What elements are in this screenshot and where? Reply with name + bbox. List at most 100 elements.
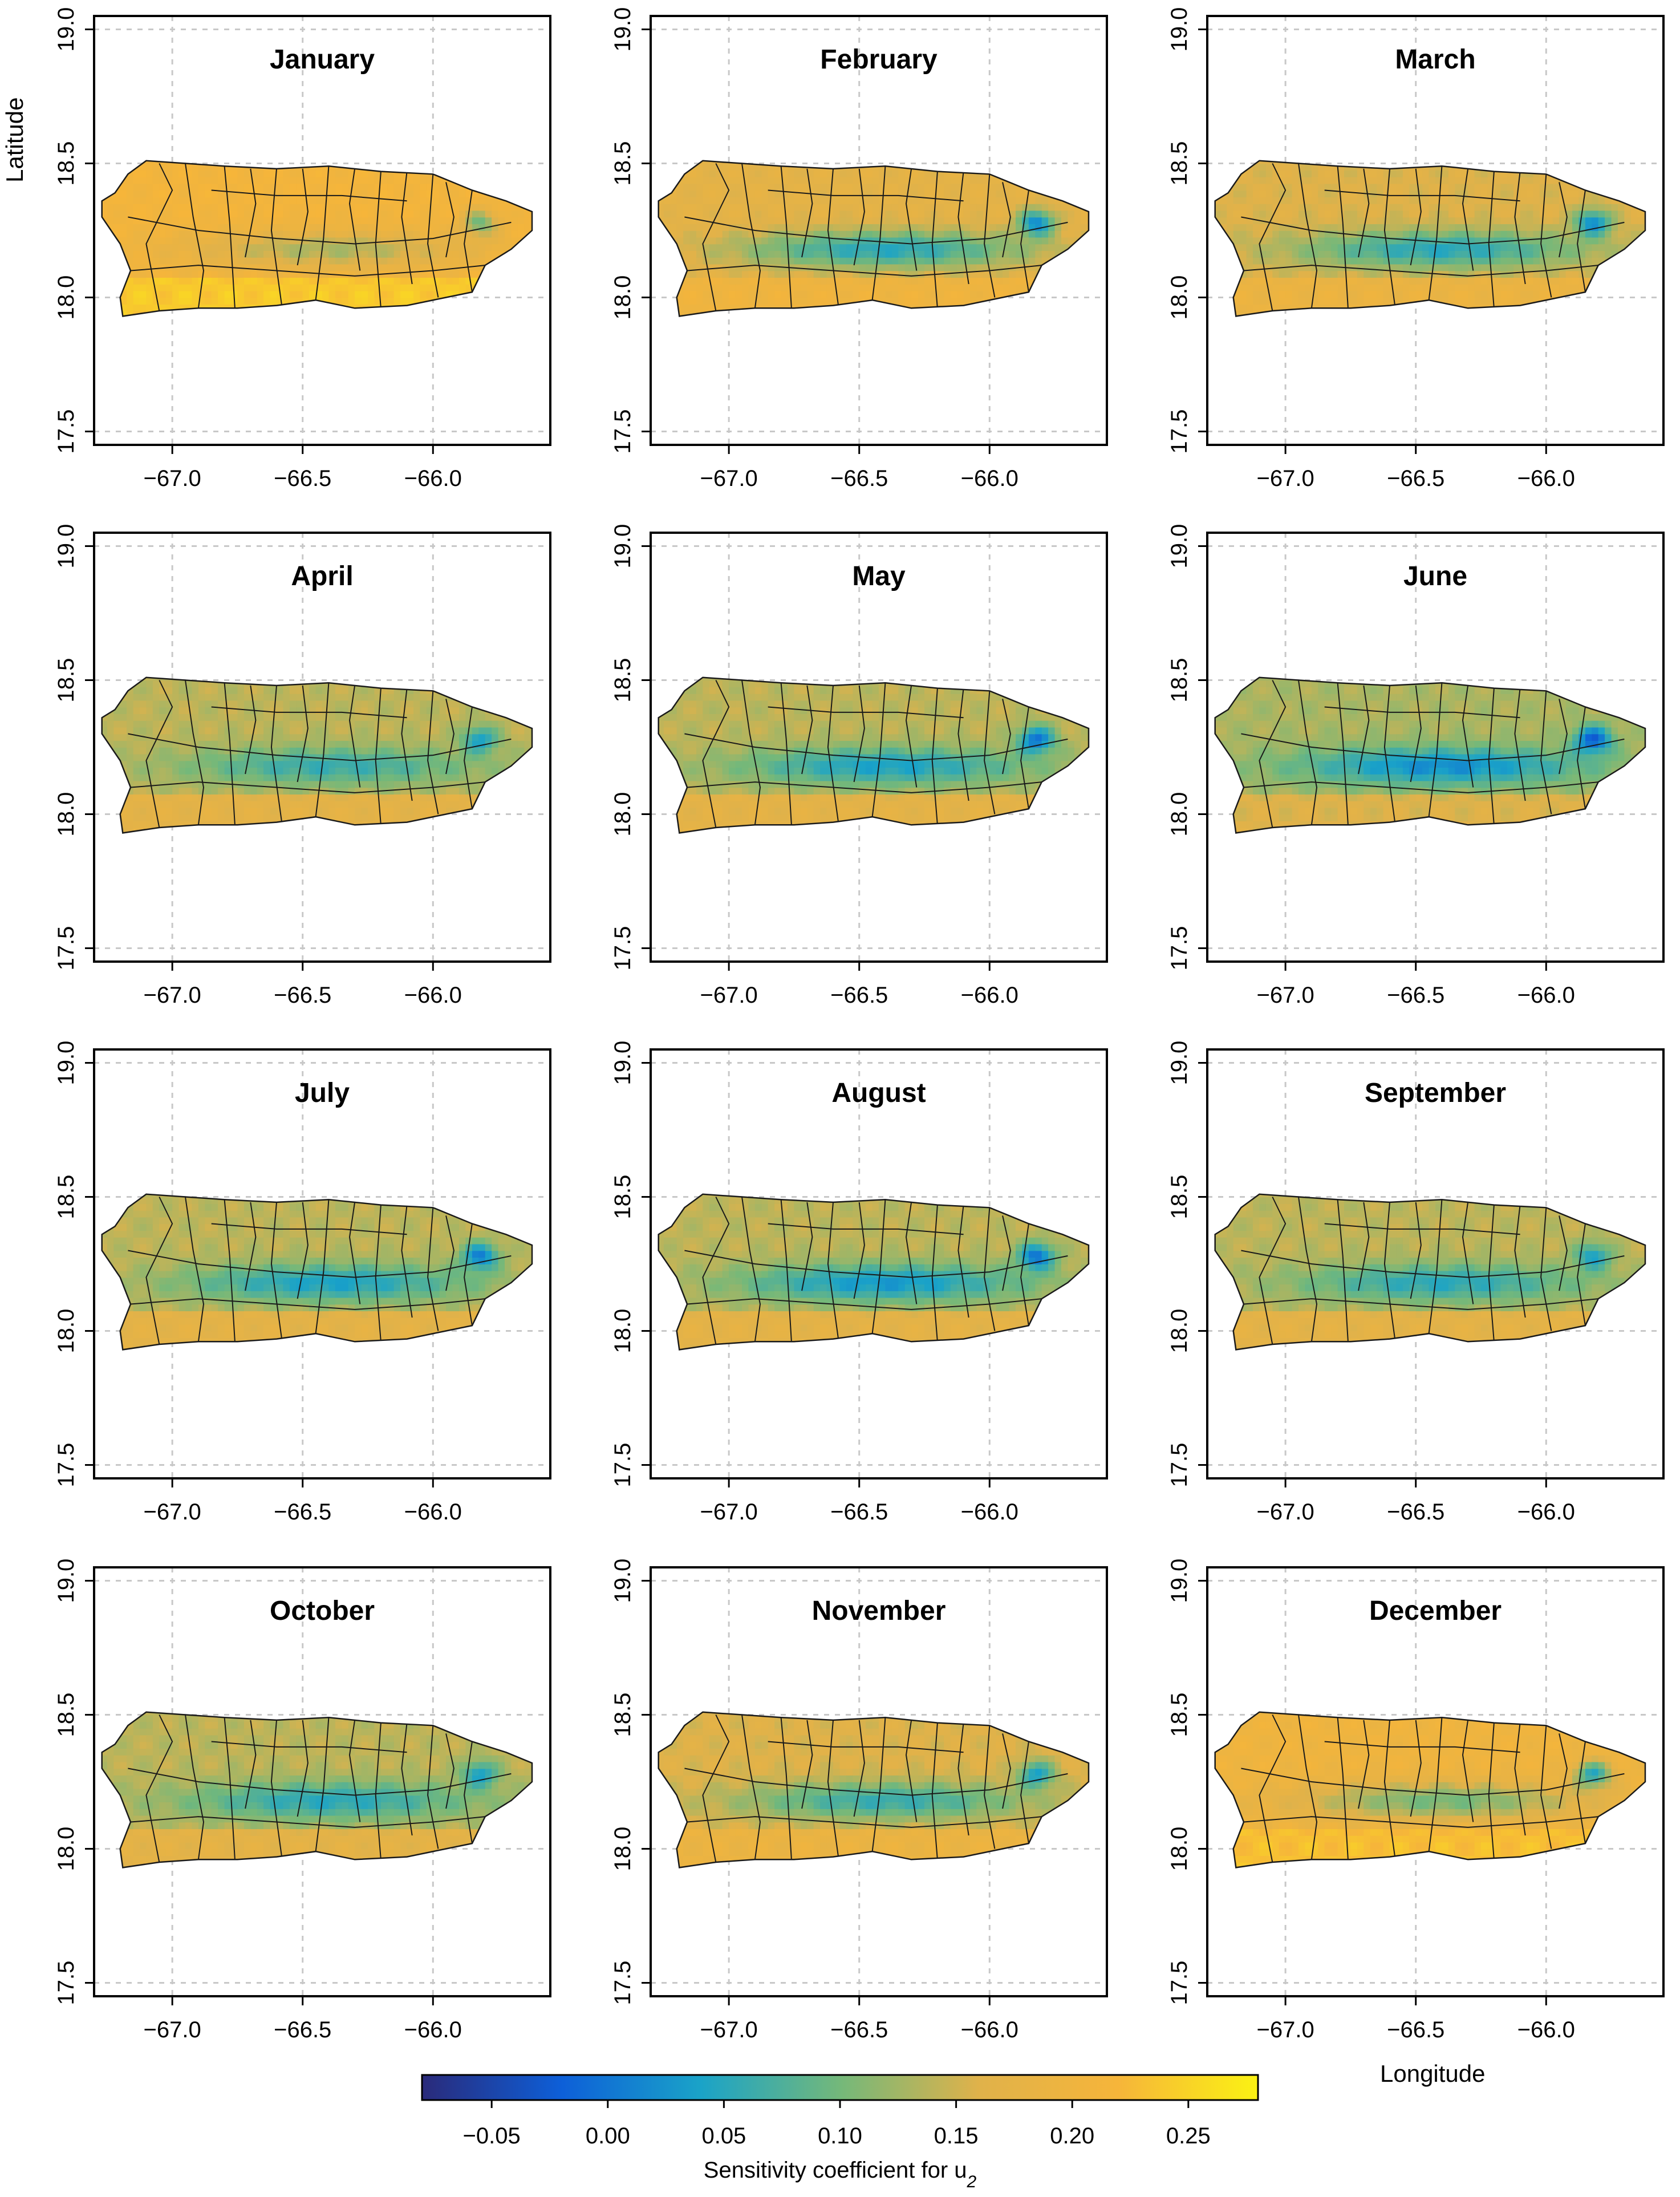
heat-cell xyxy=(1253,270,1260,278)
heat-cell xyxy=(407,197,414,204)
heat-cell xyxy=(113,224,121,231)
heat-cell xyxy=(924,284,932,291)
heat-cell xyxy=(517,284,525,291)
heat-cell xyxy=(231,270,238,278)
heat-cell xyxy=(309,284,316,291)
heat-cell xyxy=(1383,318,1390,325)
heat-cell xyxy=(709,150,716,157)
heat-cell xyxy=(1028,237,1036,245)
heat-cell xyxy=(1487,224,1495,231)
heat-cell xyxy=(1448,230,1456,238)
heat-cell xyxy=(1068,257,1075,265)
heat-cell xyxy=(1377,143,1383,150)
heat-cell xyxy=(420,183,427,191)
heat-cell xyxy=(911,297,919,305)
heat-cell xyxy=(1448,318,1455,325)
heat-cell xyxy=(689,297,697,305)
heat-cell xyxy=(172,290,180,298)
heat-cell xyxy=(478,318,485,325)
heat-cell xyxy=(1253,297,1260,305)
heat-cell xyxy=(492,244,499,251)
heat-cell xyxy=(722,210,729,218)
heat-cell xyxy=(120,237,127,245)
heat-cell xyxy=(113,277,121,285)
heat-cell xyxy=(820,277,827,285)
heat-cell xyxy=(426,284,434,291)
heat-cell xyxy=(263,237,271,245)
heat-cell xyxy=(1324,190,1332,197)
heat-cell xyxy=(511,217,518,224)
heat-cell xyxy=(1003,318,1009,325)
heat-cell xyxy=(989,190,997,197)
heat-cell xyxy=(250,250,258,258)
heat-cell xyxy=(1331,257,1338,265)
heat-cell xyxy=(380,297,388,305)
heat-cell xyxy=(1435,244,1443,251)
heat-cell xyxy=(1298,257,1306,265)
heat-cell xyxy=(1292,217,1299,224)
heat-cell xyxy=(1009,277,1016,285)
heat-cell xyxy=(1383,264,1390,271)
heat-cell xyxy=(244,257,251,265)
heat-cell xyxy=(1272,230,1280,238)
plot-frame xyxy=(650,15,1108,446)
heat-cell xyxy=(1081,217,1088,224)
heat-cell xyxy=(658,170,664,177)
heat-cell xyxy=(970,244,977,251)
heat-cell xyxy=(211,190,218,197)
municipality-boundary xyxy=(445,182,455,258)
heat-cell xyxy=(322,170,330,177)
heat-cell xyxy=(452,277,460,285)
heat-cell xyxy=(872,197,879,204)
heat-cell xyxy=(263,284,271,291)
heat-cell xyxy=(859,277,866,285)
heat-cell xyxy=(1016,143,1022,150)
heat-cell xyxy=(472,264,480,271)
heat-cell xyxy=(420,304,427,311)
heat-cell xyxy=(433,163,440,171)
heat-cell xyxy=(1500,318,1507,325)
heat-cell xyxy=(748,257,756,265)
heat-cell xyxy=(1016,284,1023,291)
heat-cell xyxy=(768,204,775,211)
heat-cell xyxy=(1337,257,1345,265)
heat-cell xyxy=(492,250,499,258)
municipality-boundary xyxy=(211,189,407,202)
heat-cell xyxy=(989,210,997,218)
heat-cell xyxy=(146,210,153,218)
heat-cell xyxy=(911,150,918,157)
heat-cell xyxy=(263,277,271,285)
heat-cell xyxy=(231,217,238,224)
heat-cell xyxy=(826,311,834,317)
heat-cell xyxy=(794,264,801,271)
heat-cell xyxy=(879,277,886,285)
heat-cell xyxy=(172,257,180,265)
heat-cell xyxy=(1344,224,1352,231)
heat-cell xyxy=(257,290,264,298)
heat-cell xyxy=(277,318,283,325)
heat-cell xyxy=(165,270,173,278)
heat-cell xyxy=(937,297,945,305)
heat-cell xyxy=(1298,277,1306,285)
heat-cell xyxy=(1285,257,1293,265)
heat-cell xyxy=(498,210,505,218)
heat-cell xyxy=(976,304,984,311)
heat-cell xyxy=(1409,277,1417,285)
heat-cell xyxy=(1377,150,1383,157)
heat-cell xyxy=(1390,210,1397,218)
heat-cell xyxy=(1402,190,1410,197)
heat-cell xyxy=(774,284,782,291)
heat-cell xyxy=(885,257,892,265)
heat-cell xyxy=(1061,311,1069,317)
heat-cell xyxy=(498,230,505,238)
heat-cell xyxy=(1416,318,1423,325)
heat-cell xyxy=(813,297,821,305)
heat-cell xyxy=(676,264,684,271)
heat-cell xyxy=(1054,170,1062,177)
heat-cell xyxy=(1035,297,1042,305)
heat-cell xyxy=(1292,177,1299,184)
heat-cell xyxy=(127,318,133,325)
heat-cell xyxy=(309,257,316,265)
heat-cell xyxy=(735,230,742,238)
heat-cell xyxy=(898,244,906,251)
